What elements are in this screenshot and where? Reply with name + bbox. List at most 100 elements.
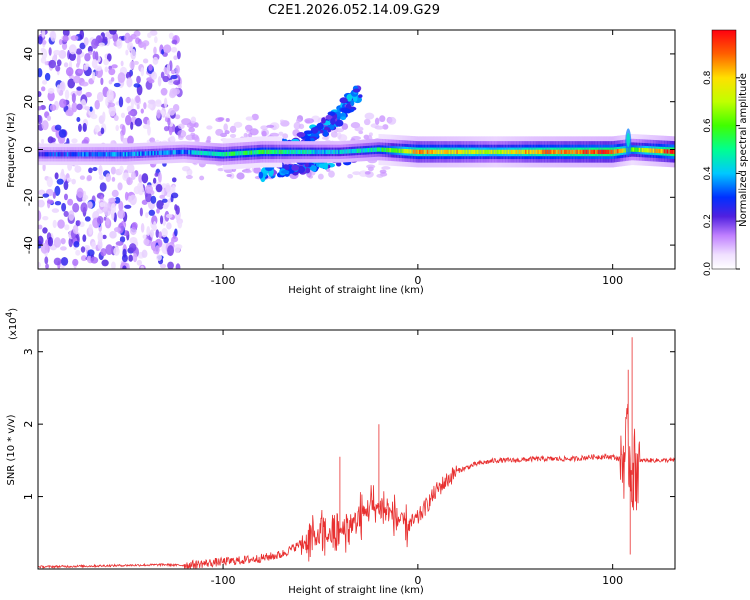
- heatmap-cell: [98, 165, 103, 176]
- heatmap-cell: [148, 209, 156, 216]
- heatmap-cell: [41, 79, 48, 85]
- heatmap-cell: [320, 149, 323, 155]
- heatmap-cell: [576, 149, 579, 155]
- heatmap-cell: [46, 115, 52, 121]
- heatmap-cell: [453, 149, 456, 155]
- heatmap-cell: [171, 46, 178, 53]
- heatmap-cell: [601, 149, 604, 155]
- heatmap-cell: [419, 149, 421, 155]
- heatmap-cell: [67, 78, 76, 89]
- heatmap-cell: [140, 66, 145, 77]
- heatmap-cell: [149, 229, 154, 238]
- heatmap-cell: [223, 123, 228, 132]
- heatmap-cell: [375, 147, 378, 152]
- heatmap-cell: [112, 152, 114, 157]
- heatmap-cell: [63, 193, 68, 201]
- heatmap-cell: [593, 149, 596, 155]
- heatmap-cell: [669, 149, 672, 154]
- heatmap-cell: [40, 242, 49, 254]
- heatmap-cell: [61, 42, 68, 50]
- heatmap-cell: [348, 149, 351, 154]
- heatmap-cell: [406, 149, 409, 154]
- heatmap-cell: [215, 117, 224, 123]
- heatmap-cell: [48, 152, 51, 157]
- heatmap-cell: [147, 99, 156, 105]
- heatmap-cell: [598, 149, 601, 155]
- heatmap-cell: [38, 68, 43, 78]
- heatmap-cell: [361, 148, 364, 153]
- heatmap-cell: [166, 222, 172, 230]
- heatmap-cell: [170, 192, 179, 199]
- heatmap-cell: [54, 185, 61, 196]
- heatmap-cell: [135, 95, 141, 104]
- heatmap-cell: [47, 87, 55, 94]
- heatmap-cell: [604, 149, 607, 155]
- heatmap-cell: [646, 148, 649, 153]
- heatmap-cell: [264, 149, 267, 155]
- heatmap-cell: [44, 152, 47, 157]
- heatmap-cell: [291, 164, 300, 171]
- heatmap-cell: [38, 261, 41, 268]
- heatmap-cell: [155, 184, 163, 193]
- heatmap-cell: [94, 152, 97, 157]
- heatmap-cell: [148, 79, 155, 84]
- heatmap-cell: [132, 151, 135, 157]
- heatmap-cell: [665, 149, 668, 154]
- heatmap-cell: [91, 152, 94, 157]
- heatmap-cell: [585, 149, 588, 155]
- heatmap-cell: [102, 234, 107, 240]
- spectrogram-heatmap: [38, 30, 675, 269]
- heatmap-cell: [584, 149, 587, 155]
- heatmap-cell: [119, 165, 124, 173]
- heatmap-cell: [342, 108, 352, 114]
- heatmap-cell: [260, 149, 262, 155]
- heatmap-cell: [87, 152, 89, 157]
- spectrogram-y-label: Frequency (Hz): [6, 112, 17, 188]
- heatmap-cell: [122, 265, 127, 269]
- heatmap-cell: [263, 149, 266, 155]
- heatmap-cell: [398, 148, 401, 153]
- heatmap-cell: [317, 173, 324, 180]
- heatmap-cell: [228, 151, 231, 157]
- heatmap-cell: [38, 235, 44, 246]
- heatmap-cell: [65, 152, 68, 157]
- heatmap-cell: [65, 109, 74, 117]
- heatmap-cell: [168, 32, 174, 40]
- heatmap-cell: [224, 152, 227, 157]
- heatmap-cell: [426, 149, 429, 155]
- heatmap-cell: [245, 116, 254, 121]
- heatmap-cell: [150, 195, 157, 204]
- heatmap-cell: [79, 30, 85, 40]
- heatmap-cell: [149, 151, 152, 156]
- heatmap-cell: [445, 149, 448, 155]
- heatmap-cell: [434, 149, 437, 155]
- heatmap-cell: [288, 149, 291, 155]
- heatmap-cell: [113, 152, 116, 157]
- heatmap-cell: [286, 149, 289, 155]
- heatmap-cell: [140, 108, 144, 114]
- heatmap-cell: [111, 189, 119, 198]
- heatmap-cell: [40, 56, 47, 64]
- heatmap-cell: [186, 149, 189, 155]
- heatmap-cell: [80, 255, 87, 262]
- heatmap-cell: [183, 149, 186, 155]
- colorbar-tick-label: 0.6: [703, 118, 713, 133]
- snr-multiplier-exp: 4: [5, 311, 15, 317]
- heatmap-cell: [514, 149, 516, 155]
- heatmap-cell: [330, 131, 338, 138]
- heatmap-cell: [154, 150, 156, 156]
- heatmap-cell: [313, 149, 315, 155]
- heatmap-cell: [311, 149, 314, 155]
- heatmap-cell: [261, 149, 264, 155]
- heatmap-cell: [75, 249, 81, 256]
- heatmap-cell: [366, 164, 376, 169]
- heatmap-cell: [498, 149, 501, 155]
- heatmap-cell: [493, 149, 496, 155]
- heatmap-cell: [159, 215, 164, 225]
- heatmap-cell: [101, 259, 109, 267]
- heatmap-cell: [167, 245, 175, 257]
- heatmap-cell: [60, 246, 67, 251]
- heatmap-cell: [660, 148, 663, 154]
- y-tick-label: -20: [22, 188, 35, 206]
- heatmap-cell: [165, 213, 173, 219]
